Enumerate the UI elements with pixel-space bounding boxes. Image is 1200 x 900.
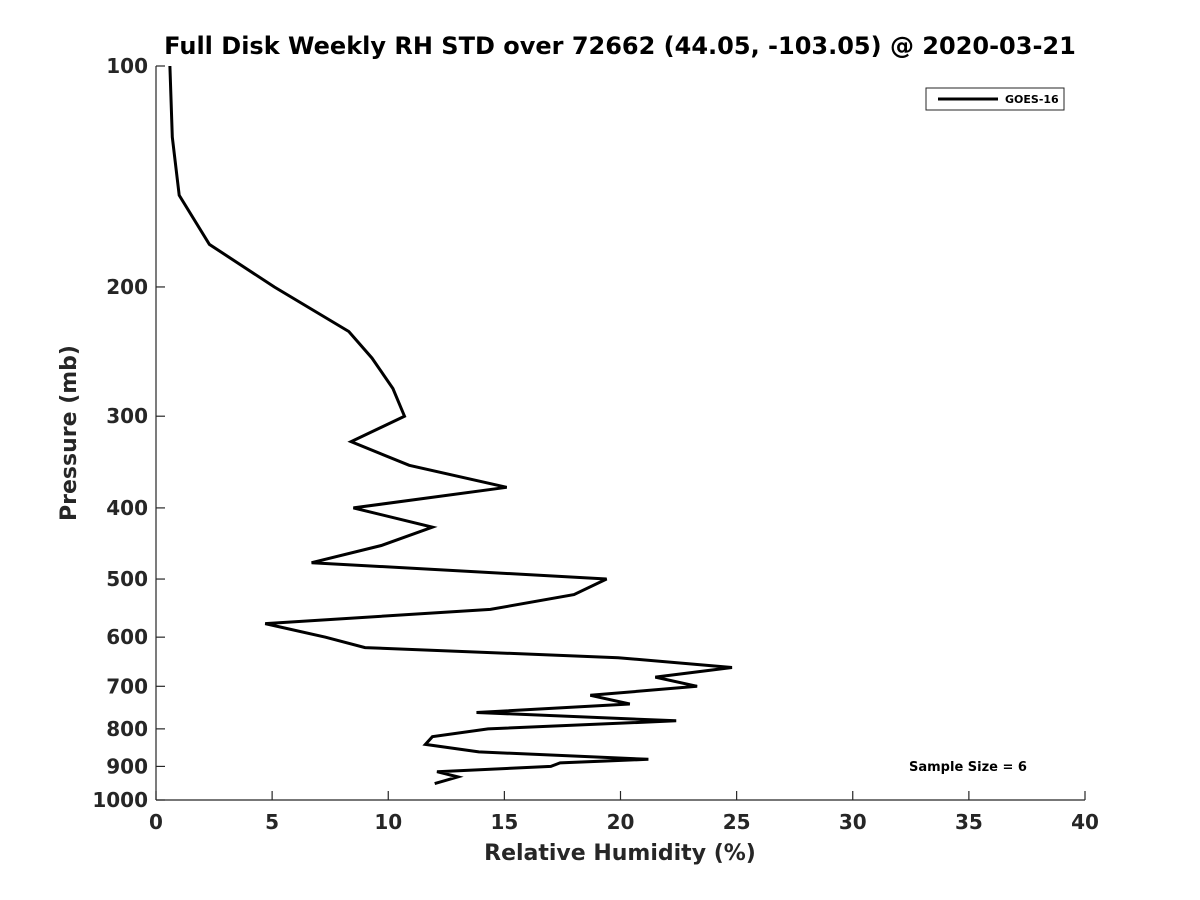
legend: GOES-16 bbox=[925, 87, 1065, 111]
x-tick-label: 15 bbox=[490, 810, 518, 834]
y-tick-label: 200 bbox=[106, 275, 148, 299]
x-tick-label: 0 bbox=[149, 810, 163, 834]
y-tick-label: 300 bbox=[106, 404, 148, 428]
y-axis-label: Pressure (mb) bbox=[57, 345, 82, 521]
y-tick-label: 500 bbox=[106, 567, 148, 591]
x-tick-label: 5 bbox=[265, 810, 279, 834]
series-layer bbox=[168, 65, 733, 786]
legend-label-goes-16: GOES-16 bbox=[1005, 93, 1059, 106]
x-axis-ticks: 0 5 10 15 20 25 30 35 40 bbox=[149, 791, 1099, 834]
y-tick-label: 400 bbox=[106, 496, 148, 520]
x-tick-label: 20 bbox=[607, 810, 635, 834]
y-tick-label: 900 bbox=[106, 754, 148, 778]
x-tick-label: 25 bbox=[723, 810, 751, 834]
series-line-goes-16 bbox=[168, 65, 733, 786]
x-tick-label: 40 bbox=[1071, 810, 1099, 834]
y-axis-ticks: 100 200 300 400 500 600 700 800 900 1000 bbox=[92, 54, 165, 812]
y-tick-label: 600 bbox=[106, 625, 148, 649]
sample-size-annotation: Sample Size = 6 bbox=[909, 760, 1027, 775]
y-tick-label: 800 bbox=[106, 717, 148, 741]
plot-axes bbox=[155, 66, 1085, 801]
y-tick-label: 700 bbox=[106, 674, 148, 698]
y-tick-label: 100 bbox=[106, 54, 148, 78]
x-tick-label: 10 bbox=[374, 810, 402, 834]
x-tick-label: 35 bbox=[955, 810, 983, 834]
y-tick-label: 1000 bbox=[92, 788, 148, 812]
chart-title: Full Disk Weekly RH STD over 72662 (44.0… bbox=[164, 32, 1076, 60]
x-tick-label: 30 bbox=[839, 810, 867, 834]
x-axis-label: Relative Humidity (%) bbox=[484, 841, 756, 866]
